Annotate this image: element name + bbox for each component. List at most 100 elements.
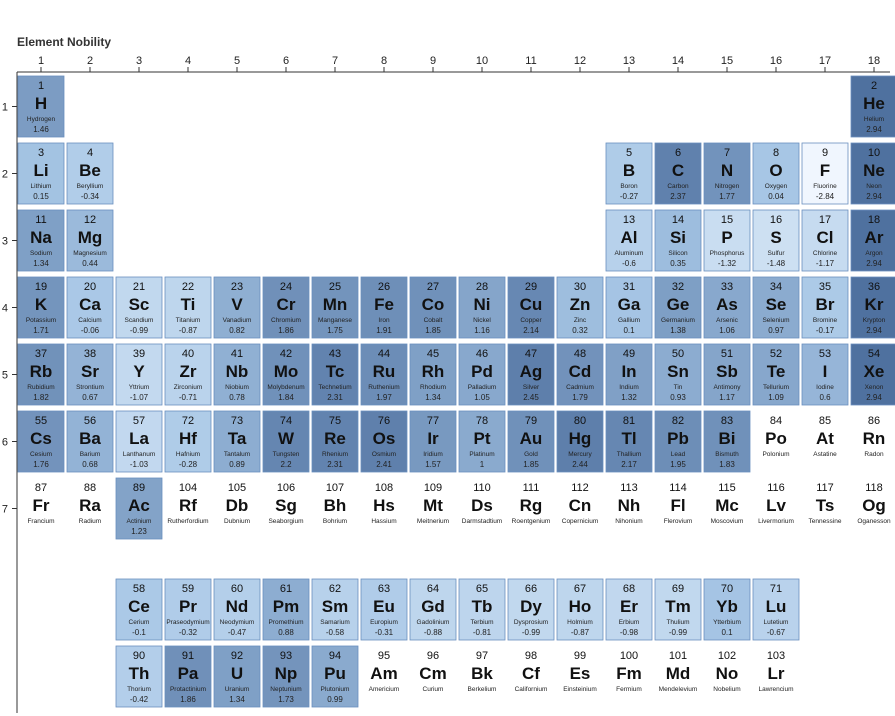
element-name: Zirconium [174,384,203,391]
element-cell-pd: 46 Pd Palladium 1.05 [458,343,506,406]
element-cell-nb: 41 Nb Niobium 0.78 [213,343,261,406]
element-cell-cl: 17 Cl Chlorine -1.17 [801,209,849,272]
nobility-value: 1.05 [474,393,490,402]
element-symbol: Cd [569,362,592,381]
nobility-value: 1.84 [278,393,294,402]
element-symbol: Fm [616,664,642,683]
element-name: Carbon [667,183,689,190]
element-symbol: Ti [181,295,196,314]
element-cell-rg: 111 Rg Roentgenium [508,478,554,539]
atomic-number: 83 [721,415,733,427]
element-cell-tb: 65 Tb Terbium -0.81 [458,578,506,641]
element-name: Hassium [371,518,396,525]
element-symbol: In [621,362,636,381]
x-tick-label: 3 [136,55,142,67]
element-cell-fl: 114 Fl Flerovium [655,478,701,539]
element-cell-s: 16 S Sulfur -1.48 [752,209,800,272]
element-symbol: Pm [273,597,299,616]
element-symbol: Am [370,664,397,683]
atomic-number: 32 [672,281,684,293]
element-symbol: Cf [522,664,540,683]
element-cell-pr: 59 Pr Praseodymium -0.32 [164,578,212,641]
nobility-value: 2.31 [327,460,343,469]
element-cell-n: 7 N Nitrogen 1.77 [703,142,751,205]
element-symbol: Cr [277,295,296,314]
element-name: Sodium [30,250,52,257]
nobility-value: 1 [480,460,485,469]
element-cell-es: 99 Es Einsteinium [557,646,603,707]
element-symbol: W [278,429,295,448]
atomic-number: 31 [623,281,635,293]
element-name: Ytterbium [713,619,741,626]
element-name: Iodine [816,384,834,391]
nobility-value: 1.75 [327,326,343,335]
nobility-value: 2.17 [621,460,637,469]
nobility-value: -0.31 [375,628,394,637]
atomic-number: 20 [84,281,96,293]
x-tick-label: 9 [430,55,436,67]
atomic-number: 52 [770,348,782,360]
nobility-value: -0.88 [424,628,443,637]
element-name: Samarium [320,619,350,626]
cell-background [655,478,701,539]
atomic-number: 38 [84,348,96,360]
element-cell-gd: 64 Gd Gadolinium -0.88 [409,578,457,641]
element-symbol: Xe [864,362,885,381]
atomic-number: 111 [523,482,540,494]
element-symbol: Es [570,664,591,683]
cell-background [557,478,603,539]
y-tick-label: 6 [2,437,8,449]
nobility-value: -0.06 [81,326,100,335]
element-cell-se: 34 Se Selenium 0.97 [752,276,800,339]
element-name: Chromium [271,317,301,324]
element-cell-np: 93 Np Neptunium 1.73 [262,645,310,708]
element-name: Iridium [423,451,443,458]
element-name: Darmstadtium [462,518,502,525]
cell-background [409,276,457,339]
element-cell-pt: 78 Pt Platinum 1 [458,410,506,473]
cell-background [703,209,751,272]
cell-background [213,276,261,339]
element-name: Lead [671,451,686,458]
atomic-number: 85 [819,415,831,427]
cell-background [213,410,261,473]
x-tick-label: 17 [819,55,831,67]
element-cell-cn: 112 Cn Copernicium [557,478,603,539]
element-symbol: B [623,161,635,180]
cell-background [164,276,212,339]
cell-background [850,276,895,339]
element-cell-zr: 40 Zr Zirconium -0.71 [164,343,212,406]
atomic-number: 13 [623,214,635,226]
element-cell-tm: 69 Tm Thulium -0.99 [654,578,702,641]
element-symbol: I [823,362,828,381]
element-name: Bromine [813,317,838,324]
nobility-value: 1.82 [33,393,49,402]
element-cell-c: 6 C Carbon 2.37 [654,142,702,205]
element-symbol: Rg [520,496,543,515]
element-name: Lanthanum [123,451,156,458]
element-symbol: Hg [569,429,592,448]
element-name: Molybdenum [267,384,304,391]
element-symbol: Eu [373,597,395,616]
nobility-value: 1.85 [425,326,441,335]
element-name: Rutherfordium [167,518,208,525]
element-name: Gallium [618,317,640,324]
element-name: Krypton [863,317,886,324]
element-symbol: Br [816,295,835,314]
nobility-value: 1.71 [33,326,49,335]
nobility-value: 0.1 [721,628,733,637]
element-cell-au: 79 Au Gold 1.85 [507,410,555,473]
element-symbol: Co [422,295,445,314]
cell-background [654,209,702,272]
element-symbol: Sn [667,362,689,381]
element-name: Magnesium [73,250,107,257]
atomic-number: 12 [84,214,96,226]
element-cell-in: 49 In Indium 1.32 [605,343,653,406]
cell-background [703,142,751,205]
x-tick-label: 6 [283,55,289,67]
cell-background [605,142,653,205]
element-name: Polonium [762,451,789,458]
atomic-number: 114 [669,482,687,494]
element-symbol: Ar [865,228,884,247]
atomic-number: 24 [280,281,292,293]
